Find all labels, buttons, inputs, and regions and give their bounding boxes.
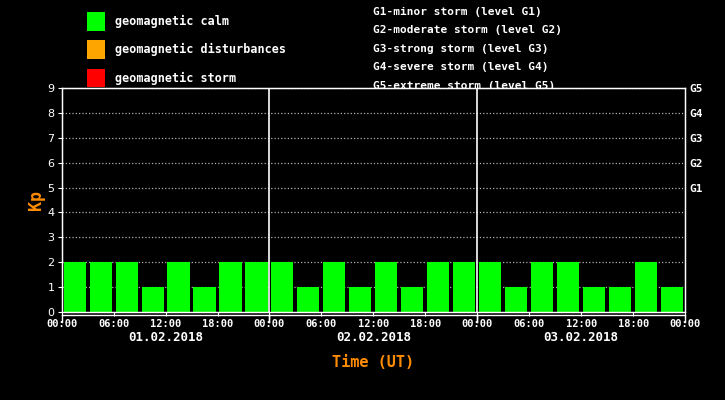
Bar	[453, 262, 476, 312]
Bar	[479, 262, 501, 312]
Text: 03.02.2018: 03.02.2018	[544, 332, 618, 344]
Bar	[86, 12, 105, 31]
Text: geomagnetic calm: geomagnetic calm	[115, 15, 228, 28]
Bar	[349, 287, 371, 312]
Text: G5-extreme storm (level G5): G5-extreme storm (level G5)	[373, 81, 555, 91]
Text: 02.02.2018: 02.02.2018	[336, 332, 411, 344]
Bar	[115, 262, 138, 312]
Bar	[297, 287, 320, 312]
Bar	[531, 262, 553, 312]
Bar	[220, 262, 241, 312]
Bar	[194, 287, 215, 312]
Text: Time (UT): Time (UT)	[332, 355, 415, 370]
Text: G4-severe storm (level G4): G4-severe storm (level G4)	[373, 62, 549, 72]
Bar	[635, 262, 657, 312]
Bar	[323, 262, 345, 312]
Text: geomagnetic storm: geomagnetic storm	[115, 72, 236, 84]
Bar	[427, 262, 450, 312]
Text: G1-minor storm (level G1): G1-minor storm (level G1)	[373, 7, 542, 17]
Bar	[64, 262, 86, 312]
Bar	[376, 262, 397, 312]
Text: 01.02.2018: 01.02.2018	[128, 332, 203, 344]
Bar	[86, 68, 105, 88]
Bar	[141, 287, 164, 312]
Bar	[505, 287, 527, 312]
Bar	[271, 262, 294, 312]
Bar	[402, 287, 423, 312]
Bar	[167, 262, 189, 312]
Bar	[609, 287, 631, 312]
Bar	[558, 262, 579, 312]
Bar	[583, 287, 605, 312]
Bar	[86, 40, 105, 59]
Bar	[246, 262, 268, 312]
Y-axis label: Kp: Kp	[27, 190, 45, 210]
Text: G2-moderate storm (level G2): G2-moderate storm (level G2)	[373, 25, 563, 35]
Bar	[90, 262, 112, 312]
Text: geomagnetic disturbances: geomagnetic disturbances	[115, 43, 286, 56]
Text: G3-strong storm (level G3): G3-strong storm (level G3)	[373, 44, 549, 54]
Bar	[661, 287, 683, 312]
